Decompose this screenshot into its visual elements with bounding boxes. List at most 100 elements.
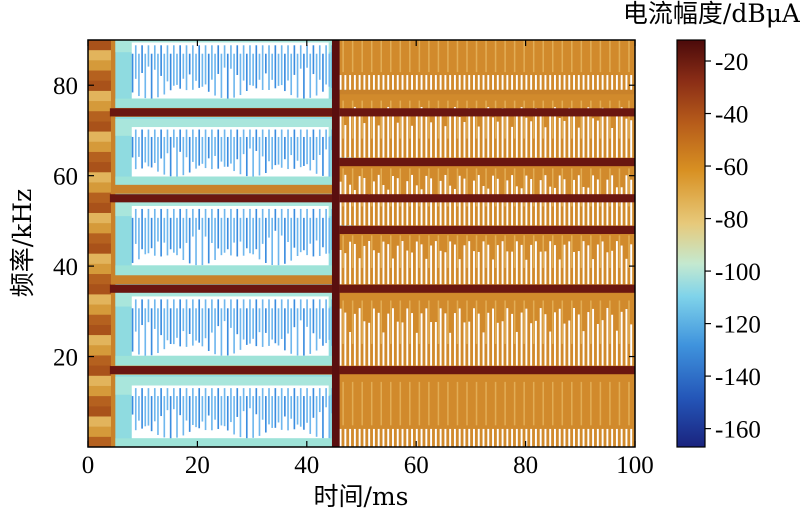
heatmap-cell — [306, 45, 308, 68]
heatmap-cell — [312, 299, 315, 334]
heatmap-cell — [590, 40, 592, 73]
heatmap-cell — [182, 136, 185, 176]
heatmap-cell — [420, 313, 423, 366]
heatmap-cell — [568, 107, 571, 158]
heatmap-cell — [255, 45, 258, 89]
heatmap-cell — [544, 251, 547, 285]
heatmap-cell — [456, 300, 459, 344]
heatmap-cell — [458, 75, 461, 90]
heatmap-cell — [513, 300, 516, 344]
heatmap-cell — [477, 251, 480, 285]
heatmap-cell — [428, 168, 430, 207]
heatmap-cell — [88, 304, 111, 315]
heatmap-cell — [609, 235, 611, 268]
heatmap-cell — [456, 40, 459, 73]
heatmap-cell — [309, 217, 312, 244]
heatmap-cell — [539, 110, 542, 158]
heatmap-cell — [361, 100, 363, 139]
heatmap-cell — [587, 75, 590, 90]
heatmap-cell — [265, 308, 267, 333]
heatmap-cell — [380, 168, 383, 207]
heatmap-cell — [611, 75, 614, 90]
heatmap-cell — [138, 308, 140, 355]
heatmap-cell — [468, 108, 471, 158]
heatmap-cell — [204, 299, 207, 339]
heatmap-cell — [506, 308, 509, 366]
heatmap-cell — [420, 189, 423, 226]
heatmap-cell — [601, 196, 604, 226]
heatmap-cell — [601, 428, 604, 447]
heatmap-cell — [220, 308, 223, 356]
heatmap-cell — [157, 396, 159, 435]
heatmap-cell — [387, 106, 390, 158]
heatmap-cell — [590, 300, 592, 344]
heatmap-cell — [606, 111, 609, 158]
heatmap-cell — [134, 129, 137, 170]
heatmap-cell — [322, 217, 324, 248]
heatmap-cell — [163, 308, 166, 350]
heatmap-cell — [554, 107, 556, 158]
heatmap-cell — [280, 299, 283, 340]
heatmap-cell — [530, 121, 533, 158]
heatmap-cell — [453, 428, 456, 447]
heatmap-cell — [539, 308, 542, 366]
heatmap-cell — [160, 388, 162, 417]
heatmap-cell — [463, 121, 466, 158]
heatmap-cell — [309, 308, 312, 354]
heatmap-cell — [358, 116, 361, 158]
heatmap-cell — [549, 112, 552, 158]
heatmap-cell — [382, 241, 385, 285]
heatmap-cell — [176, 53, 178, 85]
heatmap-cell — [134, 45, 137, 79]
heatmap-cell — [138, 396, 140, 421]
heatmap-cell — [370, 100, 373, 139]
heatmap-cell — [463, 322, 466, 366]
heatmap-cell — [504, 40, 506, 73]
heatmap-cell — [592, 75, 595, 90]
heatmap-cell — [387, 313, 390, 366]
heatmap-cell — [303, 136, 305, 166]
heatmap-cell — [192, 129, 194, 162]
heatmap-cell — [530, 428, 533, 447]
heatmap-cell — [501, 75, 504, 90]
heatmap-cell — [134, 208, 137, 244]
heatmap-cell — [523, 381, 525, 426]
heatmap-cell — [561, 235, 564, 268]
heatmap-cell — [430, 245, 433, 285]
heatmap-cell — [504, 300, 506, 344]
heatmap-cell — [447, 381, 449, 426]
heatmap-cell — [496, 322, 499, 366]
heatmap-cell — [618, 300, 621, 344]
band-edge — [115, 438, 340, 447]
heatmap-cell — [542, 235, 544, 268]
heatmap-cell — [88, 110, 111, 122]
heatmap-cell — [544, 75, 547, 90]
heatmap-cell — [415, 428, 418, 447]
heatmap-cell — [349, 184, 352, 226]
dark-line — [109, 366, 340, 375]
heatmap-cell — [242, 129, 245, 155]
heatmap-cell — [523, 100, 525, 139]
heatmap-cell — [141, 388, 143, 429]
heatmap-cell — [258, 53, 261, 80]
heatmap-cell — [420, 244, 423, 285]
heatmap-cell — [615, 330, 618, 366]
heatmap-cell — [150, 53, 153, 99]
heatmap-cell — [230, 208, 232, 256]
heatmap-cell — [157, 308, 159, 354]
heatmap-cell — [539, 180, 542, 226]
heatmap-cell — [511, 126, 514, 158]
heatmap-cell — [318, 299, 321, 339]
heatmap-cell — [312, 208, 315, 257]
heatmap-cell — [150, 217, 153, 249]
heatmap-cell — [166, 129, 169, 154]
heatmap-cell — [192, 388, 194, 426]
heatmap-cell — [188, 53, 191, 75]
heatmap-cell — [520, 312, 523, 366]
heatmap-cell — [88, 345, 111, 356]
heatmap-cell — [504, 168, 506, 207]
heatmap-cell — [328, 217, 331, 254]
heatmap-cell — [344, 75, 347, 90]
heatmap-cell — [485, 300, 487, 344]
heatmap-cell — [207, 217, 210, 264]
